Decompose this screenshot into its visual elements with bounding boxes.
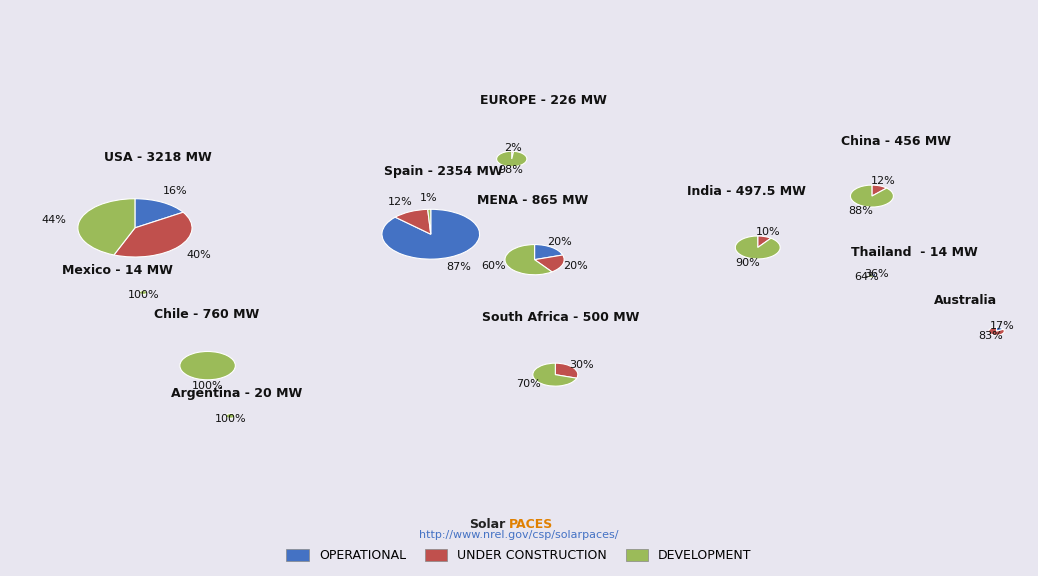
Wedge shape xyxy=(428,209,431,234)
Text: 44%: 44% xyxy=(42,215,66,225)
Text: Australia: Australia xyxy=(934,294,998,308)
Wedge shape xyxy=(226,414,235,418)
Text: 1%: 1% xyxy=(419,193,437,203)
Wedge shape xyxy=(532,363,577,386)
Text: 12%: 12% xyxy=(871,176,896,186)
Text: South Africa - 500 MW: South Africa - 500 MW xyxy=(482,311,639,324)
Text: 30%: 30% xyxy=(570,360,594,370)
Text: 100%: 100% xyxy=(128,290,159,300)
Wedge shape xyxy=(78,199,135,255)
Wedge shape xyxy=(988,327,1005,335)
Wedge shape xyxy=(512,151,514,159)
Text: Solar: Solar xyxy=(469,518,506,530)
Wedge shape xyxy=(872,185,886,196)
Text: 60%: 60% xyxy=(482,262,507,271)
Text: MENA - 865 MW: MENA - 865 MW xyxy=(477,194,589,207)
Wedge shape xyxy=(504,245,552,275)
Wedge shape xyxy=(872,274,876,277)
Text: USA - 3218 MW: USA - 3218 MW xyxy=(104,151,212,164)
Text: 70%: 70% xyxy=(517,380,541,389)
Text: PACES: PACES xyxy=(509,518,553,530)
Text: Thailand  - 14 MW: Thailand - 14 MW xyxy=(851,245,978,259)
Text: 16%: 16% xyxy=(163,186,187,196)
Text: 88%: 88% xyxy=(848,206,873,216)
Wedge shape xyxy=(382,209,480,259)
Wedge shape xyxy=(535,255,565,272)
Text: 87%: 87% xyxy=(446,263,471,272)
Text: EUROPE - 226 MW: EUROPE - 226 MW xyxy=(480,94,606,107)
Text: 64%: 64% xyxy=(854,272,879,282)
Wedge shape xyxy=(735,236,781,259)
Text: 20%: 20% xyxy=(547,237,572,247)
Wedge shape xyxy=(868,274,875,278)
Text: Chile - 760 MW: Chile - 760 MW xyxy=(154,308,258,321)
Wedge shape xyxy=(555,363,578,378)
Wedge shape xyxy=(395,209,431,234)
Text: 20%: 20% xyxy=(563,262,588,271)
Wedge shape xyxy=(180,351,236,380)
Wedge shape xyxy=(850,185,894,207)
Wedge shape xyxy=(135,199,183,228)
Wedge shape xyxy=(535,245,563,260)
Text: http://www.nrel.gov/csp/solarpaces/: http://www.nrel.gov/csp/solarpaces/ xyxy=(419,529,619,540)
Text: 36%: 36% xyxy=(865,270,890,279)
Text: 98%: 98% xyxy=(498,165,523,175)
Text: Argentina - 20 MW: Argentina - 20 MW xyxy=(171,387,302,400)
Text: 10%: 10% xyxy=(756,227,781,237)
Text: India - 497.5 MW: India - 497.5 MW xyxy=(687,185,807,198)
Text: 12%: 12% xyxy=(388,196,413,207)
Wedge shape xyxy=(758,236,771,248)
Legend: OPERATIONAL, UNDER CONSTRUCTION, DEVELOPMENT: OPERATIONAL, UNDER CONSTRUCTION, DEVELOP… xyxy=(281,544,757,567)
Text: 83%: 83% xyxy=(979,331,1003,341)
Text: Spain - 2354 MW: Spain - 2354 MW xyxy=(384,165,502,177)
Wedge shape xyxy=(139,291,147,294)
Wedge shape xyxy=(496,151,527,166)
Text: 17%: 17% xyxy=(990,321,1014,331)
Text: 100%: 100% xyxy=(215,414,246,425)
Text: 2%: 2% xyxy=(504,143,522,153)
Wedge shape xyxy=(996,327,1004,331)
Wedge shape xyxy=(114,212,192,257)
Text: 40%: 40% xyxy=(187,250,211,260)
Text: 100%: 100% xyxy=(192,381,223,391)
Text: China - 456 MW: China - 456 MW xyxy=(841,135,951,149)
Text: Mexico - 14 MW: Mexico - 14 MW xyxy=(62,264,173,276)
Text: 90%: 90% xyxy=(735,258,760,268)
